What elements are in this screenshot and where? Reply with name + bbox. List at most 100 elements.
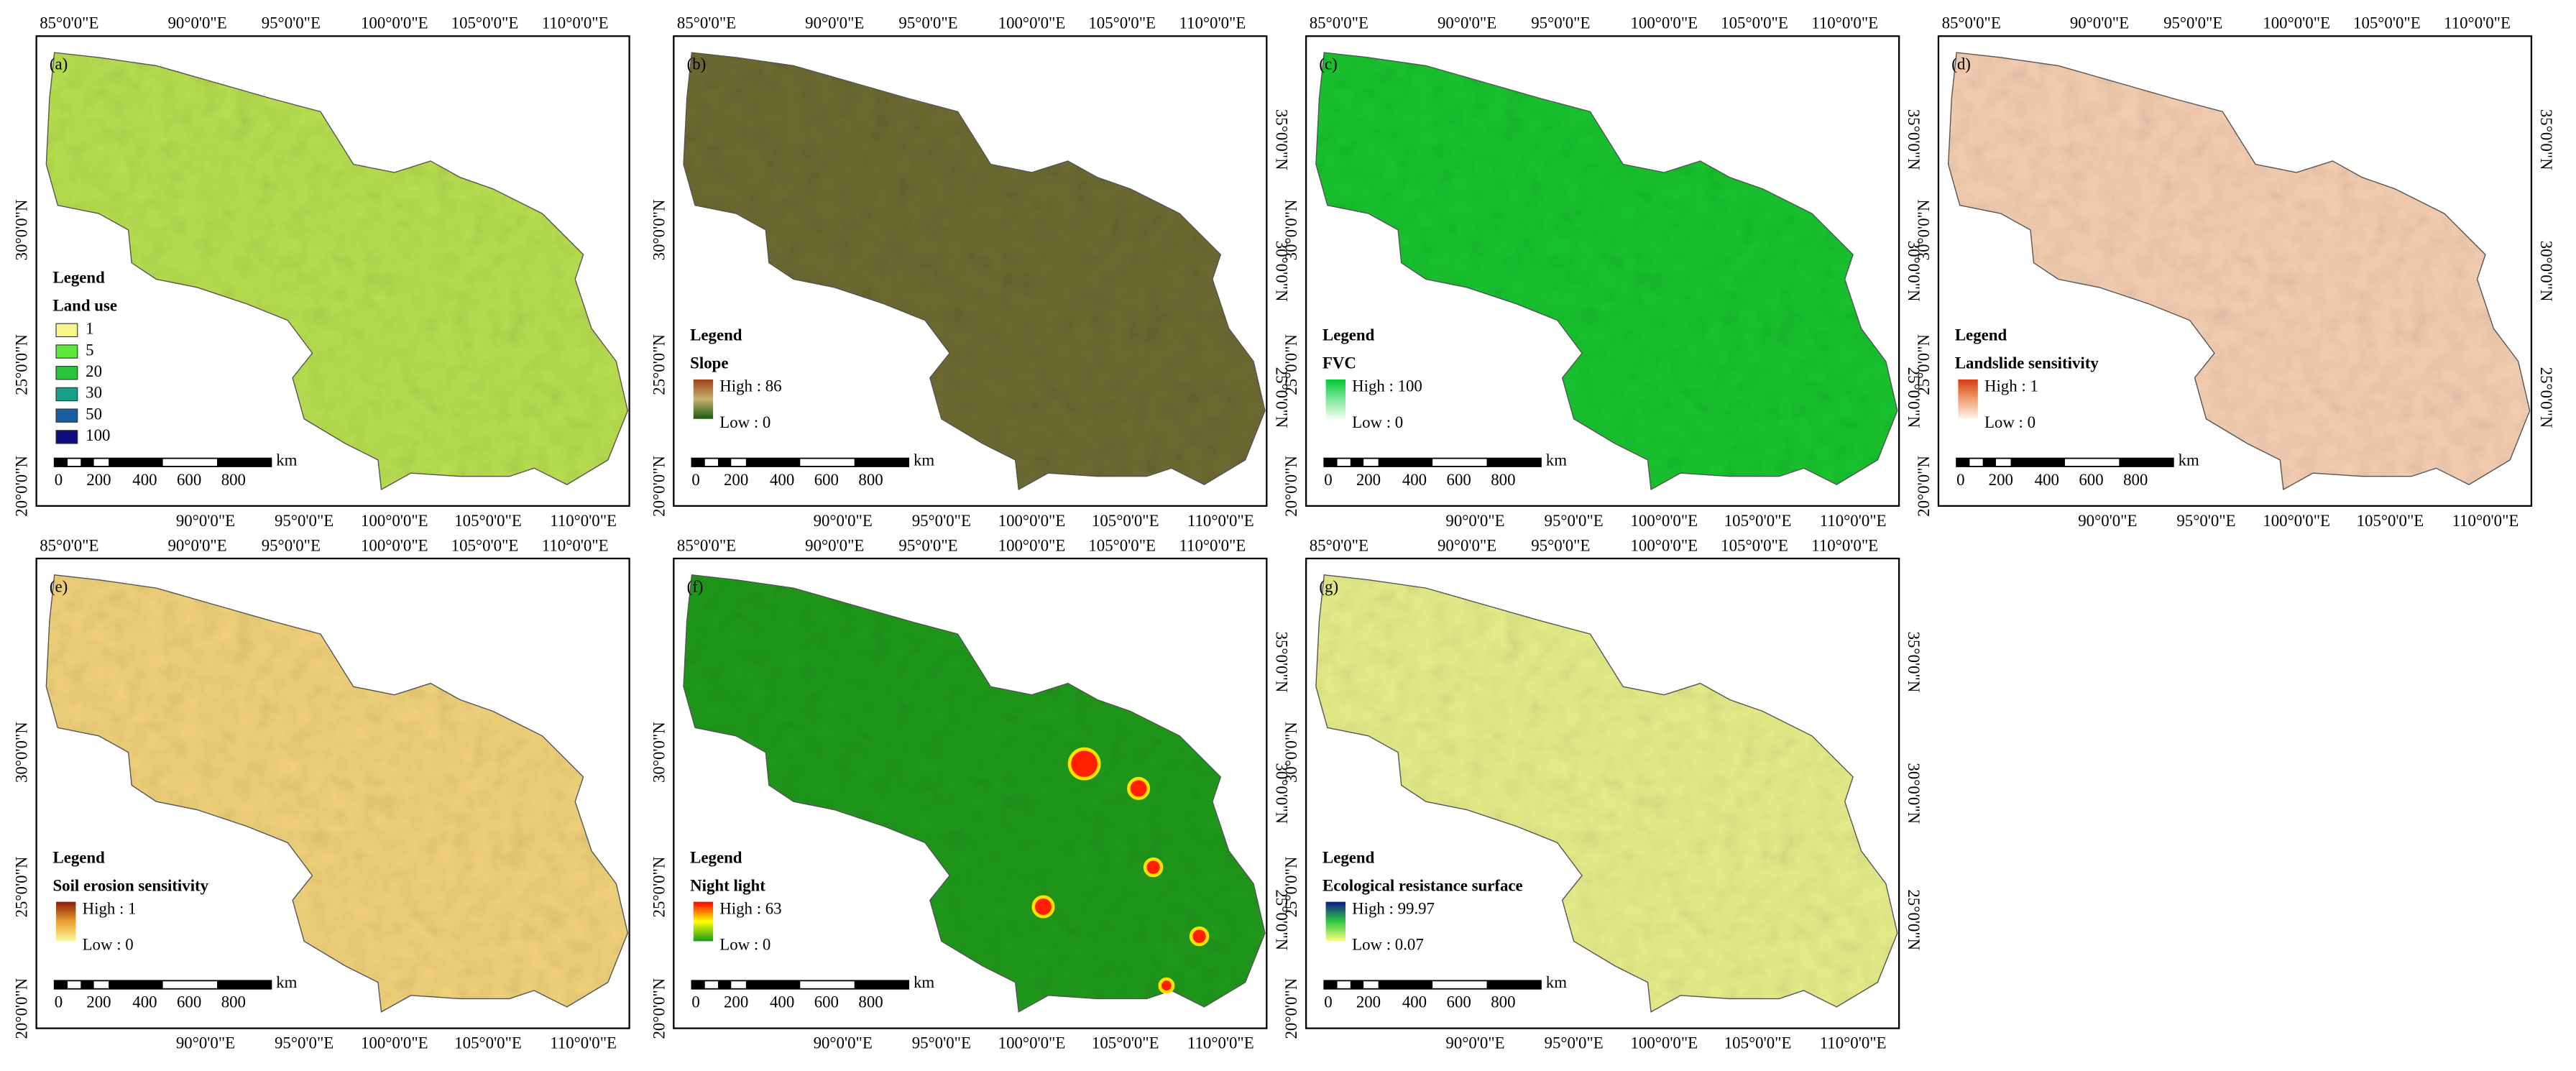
legend-heading: Legend (690, 848, 742, 866)
scale-unit: km (914, 973, 934, 991)
lat-label: 35°0'0"N (1905, 109, 1923, 170)
scale-label: 600 (1447, 471, 1471, 489)
lon-label: 100°0'0"E (1631, 536, 1698, 554)
lon-label: 90°0'0"E (1438, 14, 1496, 32)
scale-segment (745, 980, 801, 989)
lon-label: 110°0'0"E (1179, 536, 1246, 554)
legend-heading: Legend (690, 326, 742, 344)
scale-label: 800 (2123, 471, 2148, 489)
scale-label: 800 (221, 993, 246, 1011)
scale-segment (80, 458, 94, 467)
panel-label: (f) (687, 577, 704, 595)
scale-label: 0 (691, 471, 699, 489)
scale-label: 200 (86, 993, 111, 1011)
scale-label: 600 (177, 471, 201, 489)
lon-label: 90°0'0"E (1445, 1034, 1504, 1052)
lon-label: 100°0'0"E (998, 1034, 1066, 1052)
lon-label: 100°0'0"E (361, 14, 428, 32)
lon-label: 100°0'0"E (1631, 512, 1698, 530)
legend-title: Land use (52, 297, 117, 315)
legend-title: Ecological resistance surface (1322, 876, 1523, 894)
legend-low: Low : 0 (83, 936, 134, 954)
lon-label: 95°0'0"E (262, 536, 321, 554)
map-panel: (c) 85°0'0"E 90°0'0"E 95°0'0"E 100°0'0"E 105°… (1282, 14, 1923, 530)
lat-label: 30°0'0"N (650, 200, 668, 261)
lon-label: 95°0'0"E (1531, 536, 1590, 554)
lat-label: 20°0'0"N (650, 978, 668, 1039)
scale-label: 0 (55, 471, 63, 489)
scale-segment (1982, 458, 1996, 467)
lon-label: 95°0'0"E (2176, 512, 2235, 530)
panel-label: (c) (1319, 55, 1337, 73)
scale-segment (854, 980, 909, 989)
scale-label: 400 (770, 471, 794, 489)
lon-label: 100°0'0"E (998, 512, 1066, 530)
panel-label: (g) (1319, 577, 1338, 595)
lon-label: 105°0'0"E (1092, 512, 1159, 530)
lon-label: 90°0'0"E (176, 1034, 235, 1052)
legend-high: High : 100 (1352, 377, 1422, 395)
legend-high: High : 63 (719, 899, 781, 917)
lon-label: 110°0'0"E (542, 14, 609, 32)
lon-label: 105°0'0"E (1724, 1034, 1792, 1052)
scale-label: 800 (1491, 471, 1515, 489)
legend-low: Low : 0.07 (1352, 936, 1424, 954)
legend-swatch (55, 387, 78, 402)
lon-label: 95°0'0"E (1545, 1034, 1604, 1052)
lon-label: 100°0'0"E (2263, 14, 2330, 32)
scale-segment (1378, 458, 1433, 467)
panel-label: (a) (50, 55, 68, 73)
lat-label: 35°0'0"N (1272, 109, 1290, 170)
lon-label: 90°0'0"E (2078, 512, 2137, 530)
scale-segment (80, 980, 94, 989)
scale-segment (1956, 458, 1970, 467)
lon-label: 95°0'0"E (275, 512, 334, 530)
scale-unit: km (1546, 973, 1567, 991)
scale-segment (854, 458, 909, 467)
scale-label: 600 (814, 471, 839, 489)
lon-label: 105°0'0"E (451, 536, 519, 554)
legend-heading: Legend (1322, 326, 1375, 344)
lat-label: 35°0'0"N (1905, 632, 1923, 693)
lat-label: 25°0'0"N (1282, 334, 1300, 395)
scale-segment (1324, 980, 1338, 989)
lon-label: 90°0'0"E (805, 14, 864, 32)
legend-label: 1 (86, 320, 93, 338)
legend-low: Low : 0 (719, 413, 770, 431)
lat-label: 20°0'0"N (13, 978, 31, 1039)
legend-high: High : 1 (1984, 377, 2038, 395)
lat-label: 30°0'0"N (2537, 241, 2555, 302)
scale-label: 0 (1324, 471, 1332, 489)
panel-label: (d) (1951, 55, 1971, 73)
legend-title: Night light (690, 876, 765, 894)
scale-segment (54, 980, 68, 989)
scale-segment (1350, 980, 1364, 989)
lat-label: 20°0'0"N (1282, 456, 1300, 517)
lon-label: 95°0'0"E (912, 512, 971, 530)
legend-high: High : 99.97 (1352, 899, 1435, 917)
lat-label: 35°0'0"N (2537, 109, 2555, 170)
scale-segment (109, 458, 163, 467)
lon-label: 90°0'0"E (814, 512, 873, 530)
scale-segment (2119, 458, 2174, 467)
scale-label: 400 (770, 993, 794, 1011)
legend-high: High : 1 (83, 899, 137, 917)
lat-label: 30°0'0"N (650, 722, 668, 783)
legend-ramp (1958, 379, 1978, 419)
scale-unit: km (1546, 451, 1567, 469)
lon-label: 110°0'0"E (1187, 512, 1254, 530)
lon-label: 90°0'0"E (814, 1034, 873, 1052)
scale-label: 400 (132, 993, 157, 1011)
legend-heading: Legend (1955, 326, 2007, 344)
scale-unit: km (2179, 451, 2199, 469)
lon-label: 85°0'0"E (677, 536, 736, 554)
scale-label: 400 (2035, 471, 2059, 489)
lon-label: 95°0'0"E (1531, 14, 1590, 32)
lon-label: 85°0'0"E (40, 14, 98, 32)
city-light (1031, 895, 1055, 919)
scale-segment (718, 980, 732, 989)
lat-label: 30°0'0"N (13, 722, 31, 783)
scale-label: 200 (1356, 993, 1381, 1011)
lon-label: 110°0'0"E (1820, 512, 1887, 530)
lon-label: 85°0'0"E (40, 536, 98, 554)
